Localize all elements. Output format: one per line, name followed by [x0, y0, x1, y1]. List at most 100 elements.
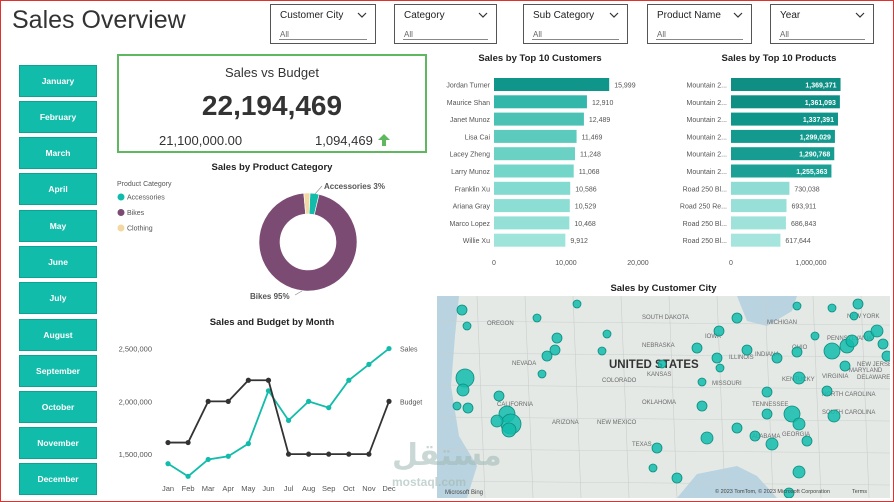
month-button-october[interactable]: October	[19, 391, 97, 423]
map-border	[437, 448, 890, 454]
slicer-category[interactable]: Category All	[394, 4, 497, 44]
map-gulf	[677, 466, 777, 498]
month-button-february[interactable]: February	[19, 101, 97, 133]
y-tick-label: 1,500,000	[119, 450, 152, 459]
map-border	[812, 296, 822, 498]
customer-city-map[interactable]: OREGON NEVADA CALIFORNIA ARIZONA NEW MEXICO S…	[437, 296, 890, 498]
city-bubble	[671, 472, 683, 484]
map-border	[437, 384, 890, 390]
city-bubble	[691, 342, 703, 354]
chevron-down-icon[interactable]	[356, 10, 368, 20]
map-border	[620, 296, 630, 498]
x-tick-label: Apr	[222, 484, 234, 493]
city-bubble	[551, 332, 563, 344]
state-label: NORTH CAROLINA	[822, 392, 876, 398]
series-label: Budget	[400, 399, 422, 406]
slicer-value: All	[657, 30, 666, 39]
map-canvas[interactable]: OREGON NEVADA CALIFORNIA ARIZONA NEW MEXICO S…	[437, 296, 890, 498]
line-chart-title: Sales and Budget by Month	[209, 317, 335, 328]
bar-category-label: Road 250 Bl...	[683, 186, 727, 193]
city-bubble	[532, 313, 542, 323]
map-terms-link: Terms	[852, 489, 867, 495]
bar	[731, 181, 790, 195]
month-button-november[interactable]: November	[19, 427, 97, 459]
bar-data-label: 1,255,363	[796, 169, 827, 176]
state-label: SOUTH DAKOTA	[642, 315, 689, 321]
chevron-down-icon[interactable]	[477, 10, 489, 20]
city-bubble	[877, 338, 889, 350]
series-point	[366, 451, 372, 457]
slicer-underline	[532, 39, 619, 40]
state-label: OKLAHOMA	[642, 400, 676, 406]
month-button-july[interactable]: July	[19, 282, 97, 314]
city-bubble	[490, 414, 504, 428]
city-bubble	[761, 408, 773, 420]
x-tick-label: 1,000,000	[795, 260, 826, 267]
month-button-april[interactable]: April	[19, 173, 97, 205]
city-bubble	[715, 363, 725, 373]
state-label: VIRGINIA	[822, 374, 848, 380]
month-button-september[interactable]: September	[19, 355, 97, 387]
state-label: KANSAS	[647, 372, 671, 378]
series-point	[326, 405, 332, 411]
series-point	[225, 453, 231, 459]
series-point	[225, 398, 231, 404]
series-point	[165, 439, 171, 446]
x-tick-label: Jul	[284, 484, 294, 493]
slicer-year[interactable]: Year All	[770, 4, 874, 44]
bar-data-label: 11,469	[582, 134, 603, 141]
x-tick-label: Dec	[382, 484, 396, 493]
chevron-down-icon[interactable]	[732, 10, 744, 20]
city-bubble	[696, 400, 708, 412]
city-bubble	[731, 312, 743, 324]
chevron-down-icon[interactable]	[608, 10, 620, 20]
watermark-sub: mostaql.com	[392, 475, 467, 489]
city-bubble	[657, 359, 667, 369]
month-button-june[interactable]: June	[19, 246, 97, 278]
x-tick-label: Feb	[182, 484, 195, 493]
series-point	[386, 345, 392, 352]
x-tick-label: 0	[492, 260, 496, 267]
series-point	[185, 473, 191, 479]
bar-category-label: Franklin Xu	[455, 186, 491, 193]
series-point	[366, 361, 372, 367]
map-border	[860, 296, 870, 498]
chevron-down-icon[interactable]	[854, 10, 866, 20]
series-point	[346, 451, 352, 457]
bar-data-label: 9,912	[570, 238, 588, 245]
month-button-may[interactable]: May	[19, 210, 97, 242]
bar-data-label: 1,361,093	[805, 100, 836, 107]
bar-data-label: 10,529	[575, 204, 597, 211]
legend-label: Accessories	[127, 195, 165, 202]
map-border	[437, 480, 890, 486]
slicer-customer-city[interactable]: Customer City All	[270, 4, 376, 44]
bar	[494, 233, 566, 247]
month-button-january[interactable]: January	[19, 65, 97, 97]
month-button-march[interactable]: March	[19, 137, 97, 169]
slicer-underline	[403, 39, 488, 40]
series-label: Sales	[400, 347, 418, 354]
slicer-product-name[interactable]: Product Name All	[647, 4, 752, 44]
bar	[731, 78, 841, 91]
slicer-label: Product Name	[657, 10, 721, 21]
x-tick-label: Nov	[362, 484, 376, 493]
state-label: TEXAS	[632, 442, 652, 448]
state-label: NEBRASKA	[642, 343, 675, 349]
series-point	[245, 377, 251, 383]
month-button-august[interactable]: August	[19, 319, 97, 351]
series-point	[205, 456, 211, 463]
month-button-december[interactable]: December	[19, 463, 97, 495]
city-bubble	[771, 352, 783, 364]
map-border	[437, 320, 890, 326]
slicer-sub-category[interactable]: Sub Category All	[523, 4, 628, 44]
leader-line	[294, 290, 303, 296]
state-label: MARYLAND	[849, 368, 883, 374]
x-tick-label: 10,000	[555, 260, 577, 267]
series-point	[265, 377, 272, 383]
state-label: ARIZONA	[552, 420, 579, 426]
kpi-title: Sales vs Budget	[225, 65, 319, 80]
y-tick-label: 2,000,000	[119, 397, 152, 406]
country-label: UNITED STATES	[609, 359, 699, 371]
bar-category-label: Larry Munoz	[451, 169, 490, 176]
slicer-value: All	[404, 30, 413, 39]
